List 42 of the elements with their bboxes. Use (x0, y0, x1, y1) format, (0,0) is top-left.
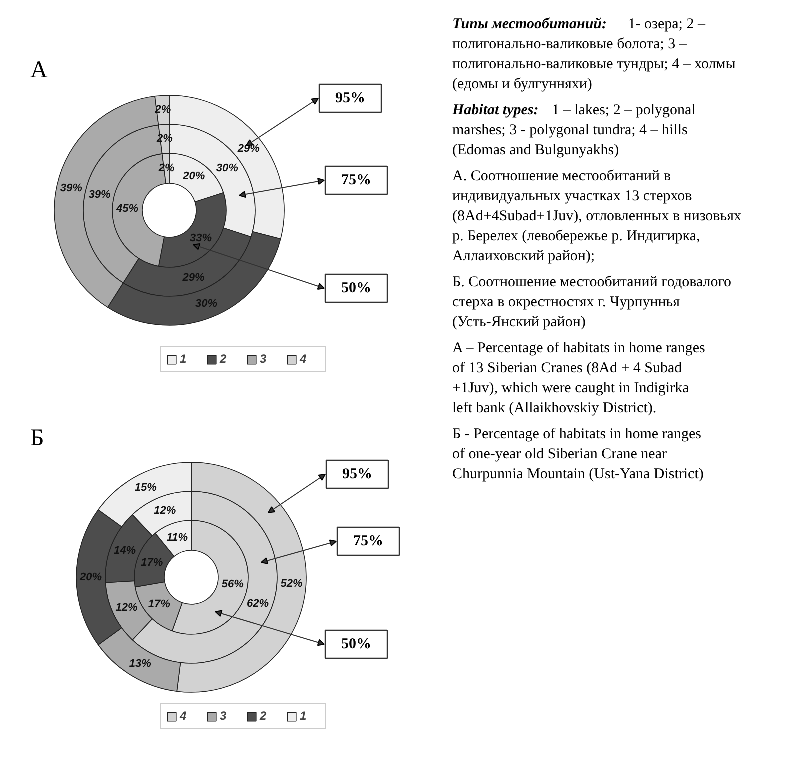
data-label: 11% (166, 532, 188, 544)
data-label: 29% (182, 272, 205, 284)
legend-label: 3 (260, 352, 268, 366)
text: Б - Percentage of habitats in home ranges of one-year old Siberian Crane near Churpunnia Mountain (Ust-Yana District) (452, 426, 704, 482)
data-label: 39% (88, 188, 111, 201)
data-label: 56% (222, 578, 244, 591)
text: A – Percentage of habitats in home ranges of 13 Siberian Cranes (8Ad + 4 Subad +1Juv), which were caught in Indigirka left bank (Allaikhovskiy District). (452, 340, 706, 416)
data-label: 30% (216, 162, 239, 174)
data-label: 39% (60, 182, 83, 195)
text: А. Соотношение местообитаний в индивидуальных участках 13 стерхов (8Ad+4Subad+1Juv), отловленных в низовьях р. Берелех (левобережье р. Индигирка, Аллаиховский район); (452, 168, 742, 264)
data-label: 20% (78, 572, 102, 584)
data-label: 13% (129, 658, 152, 670)
data-label: 12% (154, 505, 176, 518)
data-label: 17% (148, 598, 171, 611)
slice-label: 50% (342, 636, 372, 652)
data-label: 20% (182, 170, 206, 183)
slice-label: 50% (342, 280, 372, 296)
chart-title: Б (30, 426, 44, 452)
legend-label: 2 (220, 352, 228, 366)
slice-label: 95% (336, 90, 366, 106)
data-label: 15% (134, 482, 158, 494)
data-label: 30% (195, 298, 218, 310)
slice-label: 75% (354, 534, 384, 550)
legend-label: 3 (220, 709, 228, 723)
text: Б. Соотношение местообитаний годовалого стерха в окрестностях г. Чурпуннья (Усть-Янский район) (452, 274, 732, 330)
legend-label: 2 (260, 709, 268, 723)
data-label: 14% (114, 545, 136, 558)
text: Типы местообитаний: 1- озера; 2 – полигонально-валиковые болота; 3 – полигонально-валиковые тундры; 4 – холмы (едомы и булгунняхи) (452, 16, 736, 92)
data-label: 17% (141, 556, 164, 569)
data-label: 12% (116, 602, 138, 614)
slice-label: 75% (342, 172, 372, 188)
chart-title: А (30, 58, 48, 84)
legend-label: 1 (300, 709, 308, 723)
text: Habitat types: 1 – lakes; 2 – polygonal marshes; 3 - polygonal tundra; 4 – hills (Edomas and Bulgunyakhs) (452, 102, 696, 158)
legend-label: 1 (180, 352, 188, 366)
data-label: 33% (190, 232, 212, 244)
legend-label: 4 (300, 352, 308, 366)
data-label: 62% (246, 598, 270, 610)
legend-label: 4 (180, 709, 188, 723)
data-label: 45% (116, 203, 139, 216)
slice-label: 95% (342, 466, 372, 482)
data-label: 52% (280, 578, 304, 590)
